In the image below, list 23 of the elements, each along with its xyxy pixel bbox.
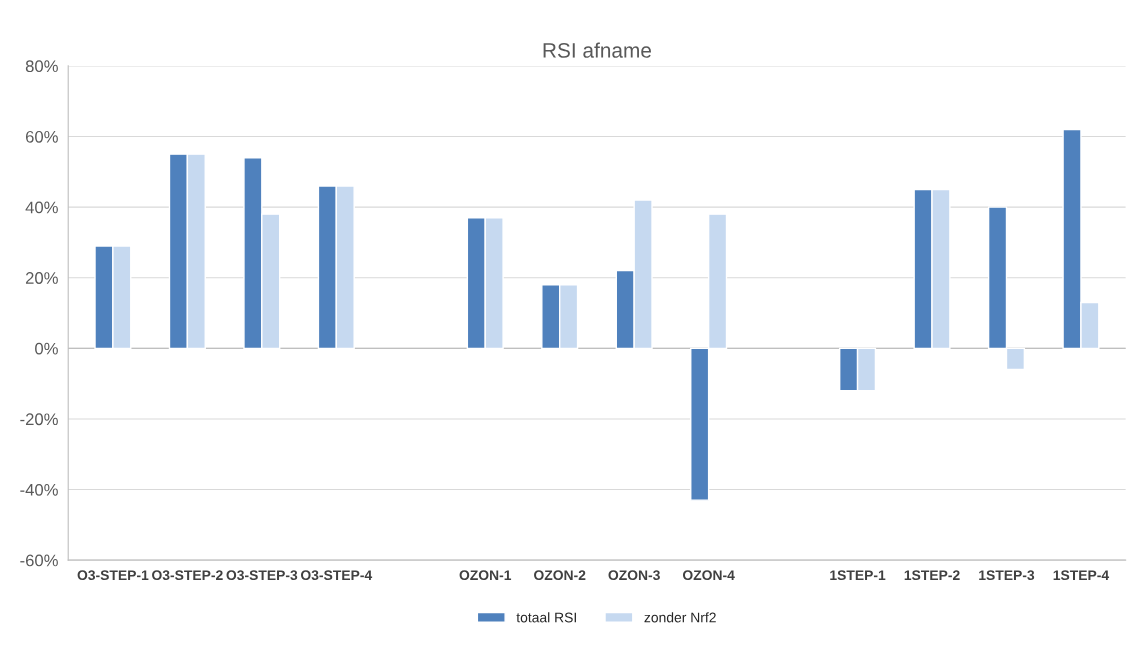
- x-tick-label: OZON-3: [608, 570, 660, 581]
- y-tick-label: -20%: [20, 413, 58, 426]
- y-tick-label: -40%: [20, 483, 58, 496]
- legend-label: zonder Nrf2: [644, 612, 716, 623]
- x-tick-label: O3-STEP-1: [77, 570, 149, 581]
- x-tick-label: 1STEP-4: [1053, 570, 1110, 581]
- y-tick-label: 20%: [25, 272, 58, 284]
- x-tick-label: 1STEP-2: [904, 570, 960, 581]
- y-tick-label: 40%: [25, 201, 58, 214]
- chart-title: RSI afname: [543, 42, 652, 58]
- x-tick-label: O3-STEP-4: [300, 570, 373, 581]
- x-tick-label: O3-STEP-2: [152, 570, 223, 581]
- y-tick-label: 0%: [35, 342, 58, 355]
- x-tick-label: O3-STEP-3: [226, 570, 298, 581]
- y-tick-label: 80%: [25, 60, 58, 73]
- x-tick-label: OZON-4: [682, 570, 735, 581]
- x-tick-label: OZON-2: [534, 570, 586, 581]
- x-tick-label: OZON-1: [459, 570, 512, 581]
- y-tick-label: 60%: [25, 130, 58, 143]
- x-tick-label: 1STEP-1: [830, 570, 886, 581]
- y-tick-label: -60%: [20, 554, 58, 567]
- x-tick-label: 1STEP-3: [979, 570, 1035, 581]
- legend-label: totaal RSI: [516, 612, 576, 623]
